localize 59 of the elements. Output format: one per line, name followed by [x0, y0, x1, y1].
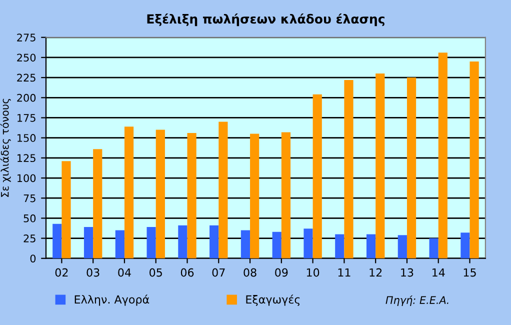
y-tick-label: 150 — [18, 134, 36, 142]
y-tick-label: 200 — [17, 94, 36, 102]
bar — [156, 130, 165, 258]
bar — [210, 225, 219, 258]
x-tick-label: 12 — [370, 268, 382, 277]
x-tick-label: 04 — [118, 268, 131, 277]
bar — [376, 74, 385, 258]
y-tick-label: 25 — [24, 234, 36, 242]
bar — [406, 78, 416, 258]
bar — [344, 80, 354, 258]
y-tick-label: 75 — [24, 194, 36, 202]
bar — [429, 238, 438, 258]
x-tick-label: 02 — [55, 268, 68, 277]
bar — [272, 232, 282, 258]
x-tick-label: 09 — [275, 268, 288, 277]
bar — [93, 149, 102, 258]
y-tick-label: 100 — [18, 174, 36, 182]
y-axis-title: Σε χιλιάδες τόνους — [0, 98, 11, 197]
y-tick-label: 0 — [30, 254, 36, 262]
chart-title: Εξέλιξη πωλήσεων κλάδου έλασης — [147, 13, 384, 26]
y-tick-label: 175 — [18, 114, 36, 122]
bar — [52, 224, 62, 258]
bar — [460, 232, 470, 258]
bar — [250, 134, 260, 258]
x-tick-label: 14 — [432, 268, 445, 277]
x-tick-label: 11 — [338, 268, 350, 277]
bar — [187, 133, 196, 258]
bar — [240, 230, 250, 258]
y-tick-label: 225 — [17, 74, 36, 82]
bar — [124, 126, 134, 258]
bar — [366, 234, 376, 258]
bar — [146, 227, 156, 258]
x-tick-label: 13 — [401, 268, 414, 277]
x-tick-label: 15 — [464, 268, 476, 277]
x-tick-label: 10 — [306, 268, 320, 277]
bar — [312, 94, 322, 258]
bar — [281, 132, 291, 258]
legend-label: Ελλην. Αγορά — [74, 294, 150, 306]
x-tick-label: 06 — [180, 268, 194, 277]
y-tick-label: 50 — [24, 214, 36, 222]
y-tick-label: 250 — [17, 54, 36, 62]
x-tick-label: 07 — [212, 268, 225, 277]
bar — [84, 227, 94, 258]
bar — [470, 61, 479, 258]
bar — [398, 235, 407, 258]
legend-label: Εξαγωγές — [246, 294, 300, 306]
y-tick-label: 275 — [17, 34, 36, 42]
bar — [304, 228, 313, 258]
bar — [438, 52, 448, 258]
bar — [178, 225, 188, 258]
x-tick-label: 03 — [86, 268, 100, 277]
bar — [218, 122, 228, 258]
bar — [62, 161, 71, 258]
x-tick-label: 05 — [150, 268, 162, 277]
bar — [115, 230, 124, 258]
y-tick-label: 125 — [18, 154, 36, 162]
bar — [335, 234, 344, 258]
text: Πηγή: Ε.Ε.Α. — [386, 296, 448, 306]
x-tick-label: 08 — [244, 268, 256, 277]
